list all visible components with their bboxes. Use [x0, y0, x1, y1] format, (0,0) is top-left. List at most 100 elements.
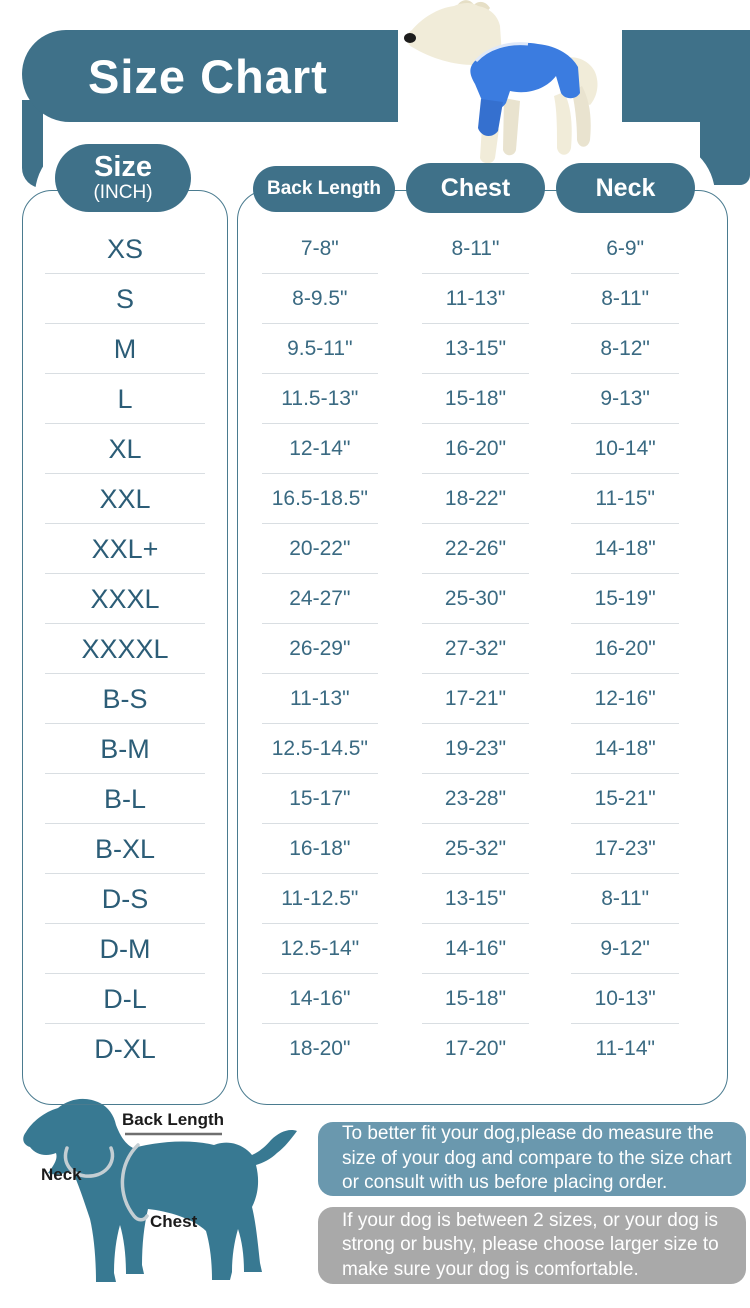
- measurement-cell: 18-20": [239, 1024, 401, 1074]
- size-value: D-L: [103, 983, 147, 1014]
- measurement-value: 9-13": [600, 387, 650, 410]
- size-value: B-S: [102, 683, 148, 714]
- size-value: B-L: [103, 783, 147, 814]
- measurement-cell: 10-14": [550, 424, 700, 474]
- size-row: S: [23, 274, 227, 324]
- measurement-value: 11.5-13": [281, 387, 359, 410]
- measurement-row: 24-27" 25-30" 15-19": [238, 574, 727, 624]
- column-header-back-length: Back Length: [253, 166, 395, 212]
- measurement-cell: 11-12.5": [239, 874, 401, 924]
- measurement-cell: 19-23": [401, 724, 551, 774]
- measurement-value: 17-20": [444, 1037, 507, 1060]
- measurement-value: 8-11": [601, 287, 650, 310]
- measurement-value: 6-9": [606, 237, 645, 260]
- measurement-value: 8-9.5": [292, 287, 348, 310]
- column-header-neck: Neck: [556, 163, 695, 213]
- measurement-cell: 14-18": [550, 724, 700, 774]
- note-measure-advice: To better fit your dog,please do measure…: [318, 1122, 746, 1196]
- size-row: XL: [23, 424, 227, 474]
- measurement-value: 12.5-14": [280, 937, 360, 960]
- measurement-value: 18-20": [289, 1037, 351, 1060]
- measurement-value: 27-32": [444, 637, 507, 660]
- measurement-cell: 15-17": [239, 774, 401, 824]
- measurement-value: 13-15": [444, 887, 507, 910]
- size-row: D-M: [23, 924, 227, 974]
- measurement-row: 12.5-14.5" 19-23" 14-18": [238, 724, 727, 774]
- measurement-cell: 9.5-11": [239, 324, 401, 374]
- size-row: D-L: [23, 974, 227, 1024]
- measurement-row: 8-9.5" 11-13" 8-11": [238, 274, 727, 324]
- size-value: XXL: [99, 483, 151, 514]
- measurement-value: 14-18": [594, 537, 656, 560]
- measurement-value: 16.5-18.5": [271, 487, 368, 510]
- chest-measure-line: [120, 1143, 149, 1222]
- measurement-value: 26-29": [289, 637, 351, 660]
- measurement-cell: 12-14": [239, 424, 401, 474]
- size-value: D-S: [101, 883, 149, 914]
- measurement-cell: 18-22": [401, 474, 551, 524]
- back-length-label: Back Length: [122, 1110, 224, 1129]
- dog-silhouette: [23, 1098, 298, 1282]
- measurement-value: 11-15": [595, 487, 655, 510]
- measurement-value: 23-28": [444, 787, 507, 810]
- measurement-cell: 11-15": [550, 474, 700, 524]
- measurement-cell: 13-15": [401, 324, 551, 374]
- measurement-row: 16.5-18.5" 18-22" 11-15": [238, 474, 727, 524]
- measurement-value: 10-13": [594, 987, 656, 1010]
- size-value: D-M: [99, 933, 151, 964]
- size-row: XXXL: [23, 574, 227, 624]
- measurement-cell: 11-13": [401, 274, 551, 324]
- size-label: Size: [93, 151, 153, 183]
- size-row: L: [23, 374, 227, 424]
- measurement-cell: 12.5-14": [239, 924, 401, 974]
- measurement-row: 12-14" 16-20" 10-14": [238, 424, 727, 474]
- measurement-cell: 9-12": [550, 924, 700, 974]
- measurement-row: 18-20" 17-20" 11-14": [238, 1024, 727, 1074]
- size-row: D-XL: [23, 1024, 227, 1074]
- measurement-cell: 16.5-18.5": [239, 474, 401, 524]
- size-row: B-M: [23, 724, 227, 774]
- measurement-row: 11-13" 17-21" 12-16": [238, 674, 727, 724]
- note-between-sizes-text: If your dog is between 2 sizes, or your …: [342, 1209, 719, 1280]
- measurement-row: 11.5-13" 15-18" 9-13": [238, 374, 727, 424]
- size-row: XS: [23, 224, 227, 274]
- measurement-cell: 17-23": [550, 824, 700, 874]
- measurement-value: 18-22": [444, 487, 507, 510]
- measurement-value: 16-18": [289, 837, 351, 860]
- measurement-cell: 8-11": [550, 274, 700, 324]
- measurement-cell: 22-26": [401, 524, 551, 574]
- measurement-cell: 11-13": [239, 674, 401, 724]
- measurement-row: 12.5-14" 14-16" 9-12": [238, 924, 727, 974]
- size-value: L: [117, 383, 133, 414]
- measurement-cell: 11-14": [550, 1024, 700, 1074]
- measurement-cell: 8-11": [550, 874, 700, 924]
- measurement-cell: 10-13": [550, 974, 700, 1024]
- measurement-cell: 12.5-14.5": [239, 724, 401, 774]
- measurement-value: 13-15": [444, 337, 507, 360]
- measurement-cell: 6-9": [550, 224, 700, 274]
- measurement-value: 17-21": [444, 687, 507, 710]
- measurement-value: 25-30": [444, 587, 507, 610]
- measurement-value: 15-19": [594, 587, 656, 610]
- measurement-row: 16-18" 25-32" 17-23": [238, 824, 727, 874]
- measurement-cell: 15-19": [550, 574, 700, 624]
- measurement-value: 17-23": [594, 837, 656, 860]
- measurement-value: 19-23": [444, 737, 507, 760]
- size-column-body: XS S M L XL XXL XXL+ XXXL XXXXL B-S B-M B-L B-XL D-S D…: [22, 190, 228, 1105]
- measurement-row: 14-16" 15-18" 10-13": [238, 974, 727, 1024]
- measurement-cell: 14-18": [550, 524, 700, 574]
- measurement-cell: 13-15": [401, 874, 551, 924]
- size-row: M: [23, 324, 227, 374]
- measurement-row: 15-17" 23-28" 15-21": [238, 774, 727, 824]
- measurement-value: 15-17": [289, 787, 351, 810]
- neck-label: Neck: [41, 1165, 82, 1184]
- measurement-value: 8-11": [451, 237, 500, 260]
- size-row: B-L: [23, 774, 227, 824]
- size-value: XXXL: [90, 583, 160, 614]
- measurement-cell: 12-16": [550, 674, 700, 724]
- measurement-value: 8-11": [601, 887, 650, 910]
- measurement-value: 15-18": [444, 987, 507, 1010]
- measurement-cell: 24-27": [239, 574, 401, 624]
- measurement-value: 9.5-11": [287, 337, 353, 360]
- size-value: XXL+: [91, 533, 159, 564]
